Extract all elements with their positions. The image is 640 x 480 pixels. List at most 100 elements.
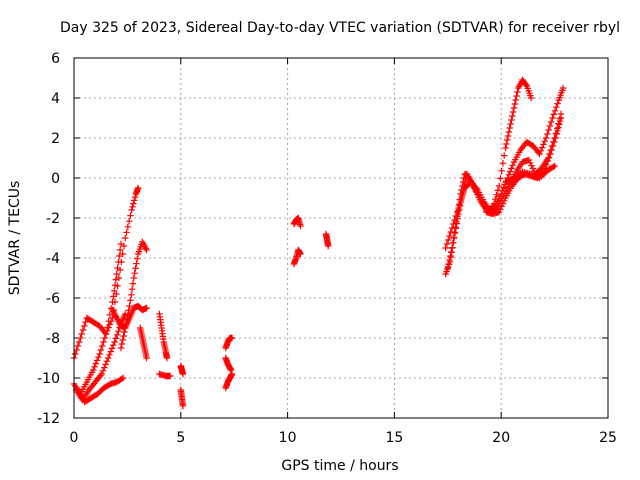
data-point [511, 100, 519, 108]
data-point [104, 354, 112, 362]
data-point [124, 311, 132, 318]
y-tick-label: 4 [51, 91, 60, 107]
y-tick-label: 6 [51, 51, 60, 67]
series-arc-11 [177, 386, 187, 410]
y-tick-label: 2 [51, 131, 60, 147]
data-point [113, 270, 120, 278]
data-point [500, 197, 508, 204]
data-point [457, 196, 465, 204]
data-point [460, 188, 467, 196]
data-point [497, 206, 504, 213]
data-point [544, 158, 551, 165]
data-point [125, 218, 133, 225]
data-point [110, 287, 118, 294]
y-tick-label: -12 [37, 411, 60, 427]
series-arc-13 [222, 354, 235, 374]
data-point [107, 348, 114, 355]
data-point [527, 159, 534, 166]
data-point [514, 88, 521, 96]
data-point [527, 94, 535, 102]
data-point [128, 286, 136, 293]
data-point [553, 130, 560, 138]
data-point [542, 134, 550, 142]
data-point [127, 297, 134, 304]
data-point [227, 366, 235, 374]
data-point [99, 367, 107, 374]
data-point [75, 338, 83, 346]
data-point [551, 107, 559, 114]
data-point [114, 264, 121, 272]
x-axis-label: GPS time / hours [281, 458, 398, 474]
data-point [297, 222, 304, 230]
data-point [102, 330, 110, 338]
data-point [110, 293, 117, 300]
data-point [541, 138, 548, 145]
data-point [100, 338, 107, 346]
data-point [450, 220, 457, 228]
data-point [536, 150, 543, 158]
data-point [297, 250, 304, 258]
data-point [498, 167, 505, 174]
series-arc-1 [70, 184, 142, 362]
x-tick-label: 20 [492, 430, 510, 446]
data-point [122, 324, 129, 332]
data-points [70, 76, 567, 410]
data-point [455, 204, 462, 212]
data-point [550, 138, 558, 146]
data-point [108, 345, 116, 352]
data-point [78, 330, 85, 338]
x-tick-label: 25 [599, 430, 617, 446]
data-point [528, 162, 535, 169]
data-point [117, 240, 125, 248]
data-point [556, 121, 563, 128]
data-point [143, 246, 150, 254]
data-point [550, 111, 557, 118]
data-point [143, 304, 150, 312]
data-point [448, 244, 456, 252]
data-point [179, 402, 187, 410]
data-point [91, 363, 98, 370]
data-point [522, 81, 530, 88]
data-point [74, 342, 82, 350]
data-point [96, 350, 103, 358]
data-point [113, 331, 121, 338]
data-point [98, 370, 105, 378]
data-point [449, 239, 457, 246]
data-point [529, 165, 537, 172]
data-point [143, 354, 150, 362]
data-point [549, 142, 557, 150]
y-tick-label: -10 [37, 371, 60, 387]
series-arc-9 [156, 370, 174, 380]
plot-frame [73, 57, 609, 419]
data-point [119, 336, 126, 344]
series-arc-17 [322, 230, 332, 250]
data-point [537, 147, 545, 154]
data-point [552, 134, 559, 142]
series-arc-5 [109, 302, 150, 332]
data-point [134, 255, 141, 262]
series-arc-8 [156, 310, 171, 362]
data-point [507, 120, 514, 128]
data-point [443, 240, 451, 248]
data-point [228, 370, 236, 378]
data-point [500, 184, 507, 191]
data-point [117, 344, 125, 352]
data-point [448, 224, 456, 232]
data-point [126, 302, 133, 310]
data-point [124, 223, 132, 230]
data-point [95, 354, 102, 361]
data-point [104, 324, 111, 331]
data-point [116, 246, 124, 254]
data-point [500, 152, 508, 159]
data-point [510, 104, 518, 112]
x-tick-labels: 0 5 10 15 20 25 [70, 430, 617, 446]
data-point [506, 168, 514, 175]
data-point [122, 320, 130, 327]
data-point [509, 162, 516, 169]
data-point [90, 366, 97, 374]
x-tick-label: 10 [279, 430, 297, 446]
data-point [525, 156, 533, 164]
data-point [112, 335, 120, 342]
data-point [105, 318, 112, 325]
